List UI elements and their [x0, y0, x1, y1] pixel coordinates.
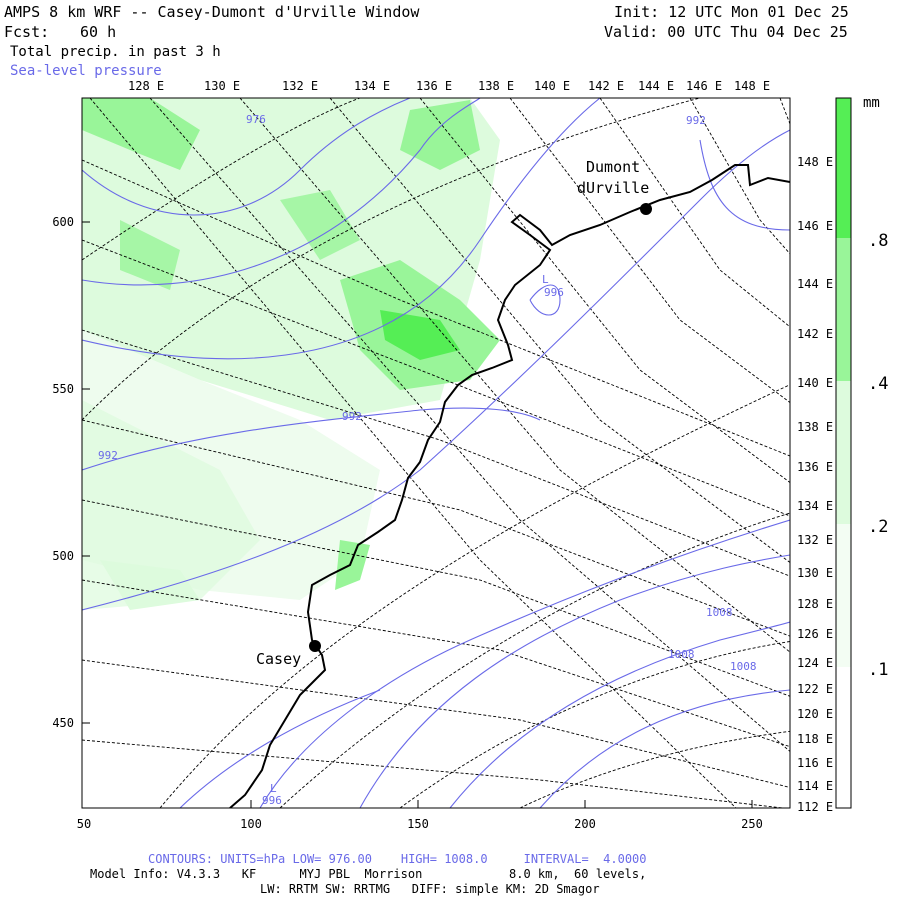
colorbar-label: .1 — [868, 660, 888, 680]
contour-label: 992 — [686, 114, 706, 127]
durville-label: dUrville — [577, 179, 649, 197]
physics-info: LW: RRTM SW: RRTMG DIFF: simple KM: 2D S… — [260, 882, 600, 896]
contour-label: 976 — [246, 113, 266, 126]
right-lon-label: 120 E — [797, 707, 833, 721]
top-lon-label: 138 E — [478, 79, 514, 93]
lat-lon-grid — [82, 98, 790, 808]
model-info: Model Info: V4.3.3 KF MYJ PBL Morrison 8… — [90, 867, 647, 881]
right-lon-label: 144 E — [797, 277, 833, 291]
right-lon-label: 134 E — [797, 499, 833, 513]
top-lon-label: 144 E — [638, 79, 674, 93]
right-lon-label: 148 E — [797, 155, 833, 169]
colorbar-label: .8 — [868, 231, 888, 251]
right-lon-label: 116 E — [797, 756, 833, 770]
right-lon-labels: 148 E 146 E 144 E 142 E 140 E 138 E 136 … — [797, 155, 833, 814]
x-axis-labels: 50 100 150 200 250 — [77, 817, 763, 831]
top-lon-label: 146 E — [686, 79, 722, 93]
low-pressure-marker: L — [270, 782, 277, 795]
colorbar-segment-mid — [836, 238, 851, 381]
casey-station-dot — [309, 640, 321, 652]
right-lon-label: 112 E — [797, 800, 833, 814]
top-lon-labels: 128 E 130 E 132 E 134 E 136 E 138 E 140 … — [128, 79, 770, 93]
colorbar-segment-light — [836, 381, 851, 524]
right-lon-label: 124 E — [797, 656, 833, 670]
right-lon-label: 142 E — [797, 327, 833, 341]
contour-label: 996 — [262, 794, 282, 807]
contour-label: 992 — [98, 449, 118, 462]
top-lon-label: 134 E — [354, 79, 390, 93]
contour-label: 1008 — [730, 660, 757, 673]
right-lon-label: 128 E — [797, 597, 833, 611]
top-lon-label: 136 E — [416, 79, 452, 93]
forecast-value: 60 h — [80, 23, 117, 41]
map-title: AMPS 8 km WRF -- Casey-Dumont d'Urville … — [4, 3, 420, 21]
y-axis-label: 500 — [52, 549, 74, 563]
y-axis-labels: 600 550 500 450 — [52, 215, 74, 730]
forecast-label: Fcst: — [4, 23, 50, 41]
colorbar: mm .8 .4 .2 .1 — [835, 95, 888, 809]
top-lon-label: 132 E — [282, 79, 318, 93]
contour-label: 1008 — [668, 648, 695, 661]
top-lon-label: 142 E — [588, 79, 624, 93]
right-lon-label: 132 E — [797, 533, 833, 547]
y-axis-label: 550 — [52, 382, 74, 396]
top-lon-label: 148 E — [734, 79, 770, 93]
axis-ticks — [81, 221, 753, 808]
y-axis-label: 600 — [52, 215, 74, 229]
colorbar-units: mm — [863, 95, 880, 111]
colorbar-segment-dark — [836, 98, 851, 238]
right-lon-label: 114 E — [797, 779, 833, 793]
x-axis-label: 100 — [240, 817, 262, 831]
contour-label: 992 — [342, 410, 362, 423]
right-lon-label: 118 E — [797, 732, 833, 746]
x-axis-label: 150 — [407, 817, 429, 831]
y-axis-label: 450 — [52, 716, 74, 730]
right-lon-label: 136 E — [797, 460, 833, 474]
dumont-station-dot — [640, 203, 652, 215]
field-precip-label: Total precip. in past 3 h — [10, 44, 221, 60]
low-pressure-marker: L — [542, 273, 549, 286]
precip-shading — [82, 98, 500, 610]
valid-time: Valid: 00 UTC Thu 04 Dec 25 — [604, 23, 848, 41]
x-axis-label: 200 — [574, 817, 596, 831]
colorbar-segment-white — [836, 667, 851, 808]
field-pressure-label: Sea-level pressure — [10, 63, 162, 79]
map-frame — [81, 97, 791, 809]
contour-label: 996 — [544, 286, 564, 299]
top-lon-label: 130 E — [204, 79, 240, 93]
colorbar-label: .4 — [868, 374, 888, 394]
right-lon-label: 146 E — [797, 219, 833, 233]
casey-label: Casey — [256, 650, 301, 668]
right-lon-label: 122 E — [797, 682, 833, 696]
top-lon-label: 128 E — [128, 79, 164, 93]
top-lon-label: 140 E — [534, 79, 570, 93]
init-time: Init: 12 UTC Mon 01 Dec 25 — [614, 3, 849, 21]
contour-info: CONTOURS: UNITS=hPa LOW= 976.00 HIGH= 10… — [148, 852, 647, 866]
x-axis-label: 250 — [741, 817, 763, 831]
contour-labels: 976 992 996 992 992 1008 1008 1008 996 L… — [98, 113, 757, 807]
right-lon-label: 126 E — [797, 627, 833, 641]
dumont-label: Dumont — [586, 158, 640, 176]
right-lon-label: 130 E — [797, 566, 833, 580]
pressure-contours — [82, 98, 790, 808]
x-axis-label: 50 — [77, 817, 91, 831]
colorbar-segment-faint — [836, 524, 851, 667]
colorbar-label: .2 — [868, 517, 888, 537]
colorbar-frame — [835, 97, 852, 809]
contour-label: 1008 — [706, 606, 733, 619]
right-lon-label: 138 E — [797, 420, 833, 434]
coastline — [229, 164, 790, 808]
right-lon-label: 140 E — [797, 376, 833, 390]
